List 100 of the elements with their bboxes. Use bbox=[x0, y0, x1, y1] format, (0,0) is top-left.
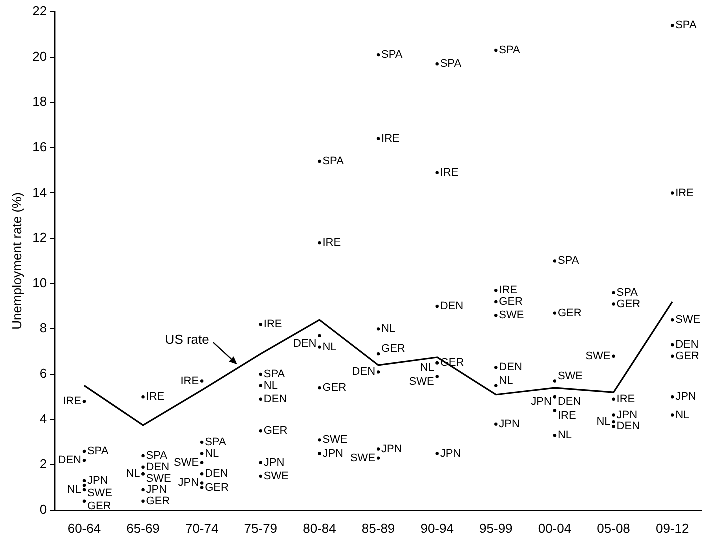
series-label: DEN bbox=[264, 393, 288, 406]
text: JPN bbox=[382, 443, 402, 456]
series-label: NL bbox=[264, 380, 278, 392]
point bbox=[142, 454, 145, 458]
x-tick-label: 85-89 bbox=[362, 520, 396, 536]
text: NL bbox=[499, 374, 514, 387]
text: DEN bbox=[440, 300, 464, 313]
point bbox=[142, 500, 145, 503]
point bbox=[142, 396, 145, 399]
text: SPA bbox=[146, 450, 168, 462]
text: JPN bbox=[178, 477, 200, 490]
y-tick-label: 12 bbox=[32, 230, 48, 246]
point bbox=[82, 400, 86, 404]
x-tick-label: 80-84 bbox=[303, 520, 336, 536]
text: SWE bbox=[322, 434, 348, 446]
text: SPA bbox=[322, 156, 344, 168]
point bbox=[82, 484, 86, 488]
point bbox=[436, 375, 439, 378]
point bbox=[494, 384, 498, 388]
text: IRE bbox=[180, 375, 200, 388]
point bbox=[436, 171, 439, 174]
point bbox=[259, 372, 263, 376]
y-axis-title: Unemployment rate (%) bbox=[9, 192, 24, 330]
point bbox=[553, 312, 557, 315]
point bbox=[142, 466, 145, 469]
point bbox=[200, 472, 204, 476]
point bbox=[612, 354, 616, 358]
point bbox=[494, 314, 498, 318]
text: DEN bbox=[205, 468, 228, 480]
y-tick-label: 22 bbox=[32, 4, 48, 19]
point bbox=[259, 398, 263, 401]
point bbox=[494, 48, 498, 52]
text: SWE bbox=[350, 452, 376, 464]
text: GER bbox=[205, 482, 229, 494]
text: GER bbox=[382, 343, 406, 356]
point bbox=[318, 334, 322, 338]
text: GER bbox=[616, 298, 641, 310]
point bbox=[612, 398, 616, 401]
y-tick-label: 10 bbox=[32, 275, 48, 290]
point bbox=[376, 352, 380, 356]
y-tick-label: 6 bbox=[40, 366, 48, 382]
point bbox=[436, 62, 439, 66]
text: SWE bbox=[409, 376, 434, 388]
text: DEN bbox=[616, 420, 640, 433]
point bbox=[376, 370, 380, 374]
point bbox=[670, 318, 674, 322]
text: NL bbox=[558, 430, 572, 442]
text: NL bbox=[126, 468, 140, 480]
x-tick-label: 95-99 bbox=[480, 520, 513, 536]
text: NL bbox=[420, 362, 434, 374]
x-tick-label: 09-12 bbox=[656, 520, 690, 536]
text: SPA bbox=[87, 446, 109, 458]
point bbox=[259, 323, 263, 326]
text: SPA bbox=[499, 44, 520, 57]
point bbox=[318, 346, 322, 349]
point bbox=[494, 300, 498, 304]
text: US rate bbox=[165, 332, 210, 348]
point bbox=[318, 438, 322, 442]
point bbox=[200, 440, 204, 444]
text: JPN bbox=[616, 409, 638, 422]
point bbox=[200, 452, 204, 456]
point bbox=[259, 461, 263, 464]
point bbox=[553, 409, 557, 412]
text: SWE bbox=[146, 473, 172, 486]
point bbox=[376, 328, 380, 331]
text: GER bbox=[676, 350, 700, 362]
text: GER bbox=[499, 296, 523, 308]
text: JPN bbox=[676, 391, 696, 404]
x-tick-label: 65-69 bbox=[126, 520, 160, 536]
point bbox=[612, 424, 616, 428]
text: JPN bbox=[264, 456, 285, 469]
point bbox=[553, 434, 557, 438]
point bbox=[376, 53, 380, 57]
y-tick-label: 4 bbox=[40, 411, 48, 426]
text: NL bbox=[596, 416, 611, 428]
point bbox=[670, 414, 674, 417]
text: SPA bbox=[205, 436, 226, 448]
y-tick-label: 8 bbox=[40, 320, 48, 336]
x-tick-label: 75-79 bbox=[244, 520, 278, 536]
text: DEN bbox=[58, 454, 82, 467]
text: SWE bbox=[586, 350, 611, 362]
point bbox=[436, 452, 439, 456]
text: GER bbox=[558, 307, 582, 320]
text: SPA bbox=[616, 286, 638, 299]
x-tick-label: 05-08 bbox=[597, 520, 630, 536]
text: IRE bbox=[322, 237, 342, 250]
point bbox=[612, 420, 616, 424]
point bbox=[200, 486, 204, 490]
point bbox=[376, 448, 380, 451]
text: NL bbox=[676, 409, 690, 422]
point bbox=[82, 488, 86, 492]
text: JPN bbox=[146, 484, 168, 496]
text: NL bbox=[205, 448, 220, 460]
point bbox=[259, 384, 263, 388]
text: SWE bbox=[558, 370, 584, 382]
point bbox=[142, 488, 145, 492]
y-tick-label: 2 bbox=[40, 456, 48, 472]
point bbox=[82, 458, 86, 462]
series-label: GER bbox=[264, 425, 288, 438]
y-tick-label: 18 bbox=[32, 94, 48, 110]
